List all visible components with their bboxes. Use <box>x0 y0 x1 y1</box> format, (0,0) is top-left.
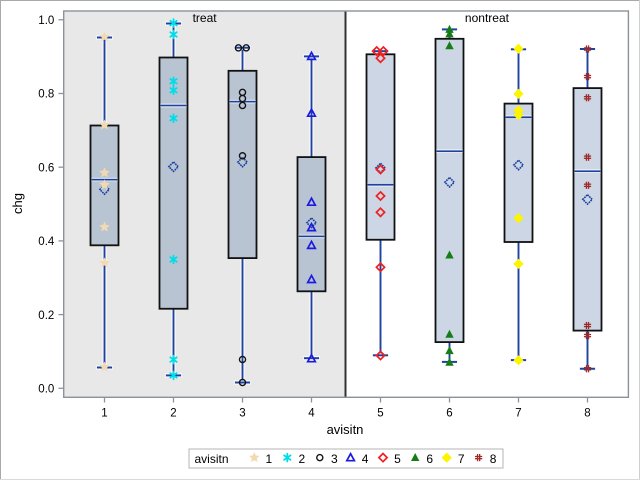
svg-text:7: 7 <box>458 452 465 466</box>
svg-text:2: 2 <box>298 452 305 466</box>
svg-text:3: 3 <box>239 408 245 420</box>
svg-text:0.0: 0.0 <box>38 384 54 396</box>
svg-text:treat: treat <box>193 11 218 25</box>
svg-text:4: 4 <box>362 452 369 466</box>
svg-text:1: 1 <box>265 452 272 466</box>
svg-text:avisitn: avisitn <box>327 422 364 437</box>
svg-text:avisitn: avisitn <box>195 452 229 466</box>
svg-text:1.0: 1.0 <box>38 15 54 27</box>
svg-text:6: 6 <box>426 452 433 466</box>
svg-text:0.8: 0.8 <box>38 89 54 101</box>
svg-text:0.6: 0.6 <box>38 162 54 174</box>
svg-text:0.2: 0.2 <box>38 310 54 322</box>
svg-text:5: 5 <box>377 408 383 420</box>
svg-text:8: 8 <box>490 452 497 466</box>
svg-text:1: 1 <box>101 408 107 420</box>
svg-text:2: 2 <box>170 408 176 420</box>
svg-text:chg: chg <box>10 193 25 214</box>
svg-text:6: 6 <box>446 408 452 420</box>
svg-text:0.4: 0.4 <box>38 236 55 248</box>
svg-text:7: 7 <box>515 408 521 420</box>
svg-text:nontreat: nontreat <box>465 11 510 25</box>
svg-text:5: 5 <box>394 452 401 466</box>
svg-text:3: 3 <box>331 452 338 466</box>
svg-text:8: 8 <box>584 408 590 420</box>
svg-text:4: 4 <box>308 408 315 420</box>
